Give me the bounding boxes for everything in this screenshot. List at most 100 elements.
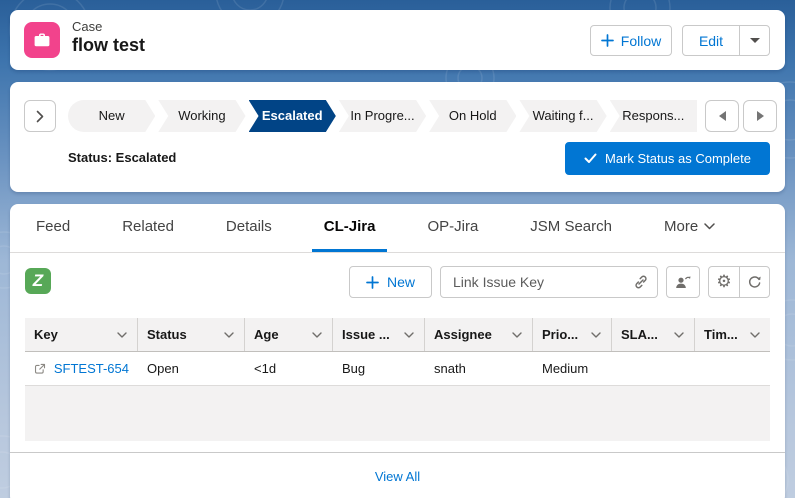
cell-sla <box>612 352 695 385</box>
triangle-right-icon <box>756 111 764 121</box>
tab-label: OP-Jira <box>427 218 479 235</box>
chevron-right-icon <box>36 110 44 122</box>
tab-label: JSM Search <box>530 218 612 235</box>
tab-label: Related <box>122 218 174 235</box>
record-header-card: Case flow test Follow Edit <box>10 10 785 70</box>
cell-status: Open <box>147 361 179 376</box>
new-issue-button[interactable]: New <box>349 266 432 298</box>
path-stage-working[interactable]: Working <box>158 100 245 132</box>
plus-icon <box>600 34 614 47</box>
plus-icon <box>366 275 379 289</box>
column-label: Issue ... <box>342 327 390 342</box>
column-header-priority[interactable]: Prio... <box>533 318 612 351</box>
record-tabs-card: Feed Related Details CL-Jira OP-Jira JSM… <box>10 204 785 498</box>
link-icon[interactable] <box>633 274 649 290</box>
jira-issues-table: Key Status Age Issue ... Assignee <box>25 318 770 441</box>
cell-age: <1d <box>254 361 277 376</box>
cell-time <box>695 352 770 385</box>
tab-label: Feed <box>36 218 71 235</box>
path-stage-escalated[interactable]: Escalated <box>249 100 336 132</box>
chevron-down-icon <box>117 331 127 338</box>
tab-op-jira[interactable]: OP-Jira <box>415 204 490 252</box>
path-card: New Working Escalated In Progre... On Ho… <box>10 82 785 192</box>
refresh-button[interactable] <box>739 267 769 297</box>
gear-icon: ⚙ <box>716 271 732 292</box>
edit-dropdown-button[interactable] <box>740 26 769 55</box>
link-issue-key-input[interactable] <box>440 266 658 298</box>
change-owner-button[interactable] <box>666 266 700 298</box>
column-label: Age <box>254 327 279 342</box>
column-header-issue-type[interactable]: Issue ... <box>333 318 425 351</box>
path-stage-in-progress[interactable]: In Progre... <box>339 100 426 132</box>
column-header-assignee[interactable]: Assignee <box>425 318 533 351</box>
chevron-down-icon <box>404 331 414 338</box>
tab-label: More <box>664 218 699 235</box>
chevron-down-icon <box>674 331 684 338</box>
edit-button-group: Edit <box>682 25 770 56</box>
tab-more[interactable]: More <box>652 204 727 252</box>
change-owner-icon <box>676 276 691 288</box>
tab-bar: Feed Related Details CL-Jira OP-Jira JSM… <box>10 204 785 253</box>
table-header-row: Key Status Age Issue ... Assignee <box>25 318 770 352</box>
path-stage-new[interactable]: New <box>68 100 155 132</box>
path-stage-waiting[interactable]: Waiting f... <box>519 100 606 132</box>
column-label: Assignee <box>434 327 492 342</box>
page-title: flow test <box>72 35 146 55</box>
path-scroll-right-button[interactable] <box>743 100 777 132</box>
column-header-age[interactable]: Age <box>245 318 333 351</box>
path-stages: New Working Escalated In Progre... On Ho… <box>68 100 697 132</box>
object-label: Case <box>72 19 103 34</box>
chevron-down-icon <box>224 331 234 338</box>
tab-feed[interactable]: Feed <box>24 204 82 252</box>
column-header-time[interactable]: Tim... <box>695 318 770 351</box>
tab-details[interactable]: Details <box>214 204 284 252</box>
column-label: Tim... <box>704 327 738 342</box>
chevron-down-icon <box>312 331 322 338</box>
column-label: Status <box>147 327 187 342</box>
cell-priority: Medium <box>542 361 589 376</box>
column-label: Key <box>34 327 58 342</box>
path-expand-button[interactable] <box>24 100 56 132</box>
settings-button[interactable]: ⚙ <box>709 267 739 297</box>
chevron-down-icon <box>512 331 522 338</box>
column-label: SLA... <box>621 327 658 342</box>
column-header-sla[interactable]: SLA... <box>612 318 695 351</box>
cell-issue-type: Bug <box>342 361 366 376</box>
path-stage-on-hold[interactable]: On Hold <box>429 100 516 132</box>
refresh-icon <box>748 275 761 288</box>
tab-jsm-search[interactable]: JSM Search <box>518 204 624 252</box>
case-object-icon <box>24 22 60 58</box>
table-row: SFTEST-654 Open <1d Bug snath Medium <box>25 352 770 386</box>
cell-assignee: snath <box>434 361 466 376</box>
follow-button[interactable]: Follow <box>590 25 672 56</box>
path-stage-response[interactable]: Respons... <box>609 100 697 132</box>
mark-status-complete-button[interactable]: Mark Status as Complete <box>565 142 770 175</box>
tab-related[interactable]: Related <box>110 204 186 252</box>
chevron-down-icon <box>704 223 715 230</box>
cell-key: SFTEST-654 <box>25 352 138 385</box>
table-empty-area <box>25 386 770 441</box>
triangle-left-icon <box>718 111 726 121</box>
caret-down-icon <box>749 38 760 43</box>
view-all-link[interactable]: View All <box>374 469 421 484</box>
chevron-down-icon <box>591 331 601 338</box>
card-footer: View All <box>10 468 785 486</box>
column-label: Prio... <box>542 327 579 342</box>
column-header-status[interactable]: Status <box>138 318 245 351</box>
external-link-icon[interactable] <box>34 362 46 376</box>
tab-cl-jira[interactable]: CL-Jira <box>311 204 388 252</box>
tab-label: Details <box>225 218 272 235</box>
link-issue-field-wrap <box>440 266 658 298</box>
path-scroll-left-button[interactable] <box>705 100 739 132</box>
card-footer-divider <box>10 452 785 453</box>
edit-button[interactable]: Edit <box>683 26 740 55</box>
column-header-key[interactable]: Key <box>25 318 138 351</box>
status-text: Status: Escalated <box>68 150 177 165</box>
settings-refresh-group: ⚙ <box>708 266 770 298</box>
issue-key-link[interactable]: SFTEST-654 <box>53 361 129 376</box>
checkmark-icon <box>584 153 597 163</box>
new-button-label: New <box>386 274 415 290</box>
jira-panel-toolbar: Z New <box>10 253 785 305</box>
chevron-down-icon <box>750 331 760 338</box>
